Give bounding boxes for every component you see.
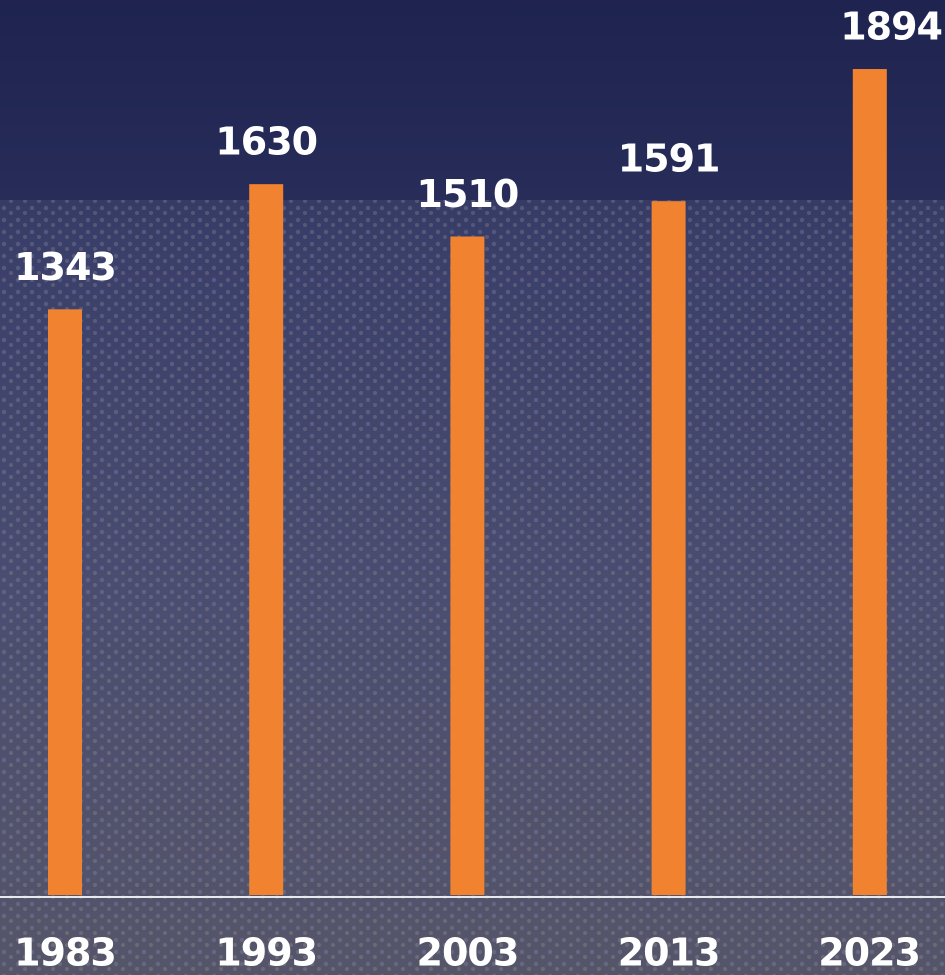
x-tick-label: 1993 (215, 931, 317, 975)
chart: 1343 1983 1630 1993 1510 2003 1591 2013 1894 2023 (0, 0, 945, 975)
roof-shade (0, 0, 945, 200)
bar (450, 236, 484, 895)
value-label: 1510 (417, 172, 519, 216)
value-label: 1343 (14, 245, 116, 289)
page: 1343 1983 1630 1993 1510 2003 1591 2013 1894 2023… (0, 0, 945, 975)
value-label: 1894 (840, 5, 942, 49)
bar (853, 69, 887, 895)
value-label: 1591 (618, 137, 720, 181)
bar (249, 184, 283, 895)
value-label: 1630 (215, 120, 317, 164)
x-tick-label: 2023 (818, 931, 920, 975)
bar (48, 309, 82, 895)
x-tick-label: 1983 (14, 931, 116, 975)
x-tick-label: 2003 (417, 931, 519, 975)
x-tick-label: 2013 (618, 931, 720, 975)
bar (652, 201, 686, 895)
